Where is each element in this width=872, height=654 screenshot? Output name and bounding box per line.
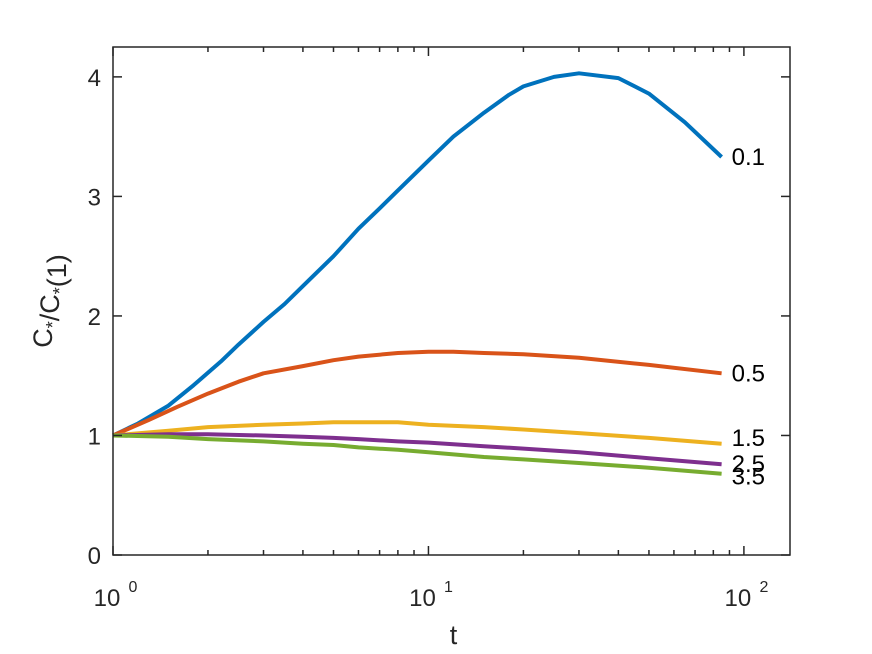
- x-tick-label: 10: [725, 585, 752, 612]
- series-label-3: 1.5: [732, 425, 765, 452]
- series-line-5: [112, 433, 722, 476]
- plot-frame: [112, 46, 791, 556]
- x-axis-label: t: [450, 620, 458, 650]
- series-line-3: [112, 420, 722, 446]
- x-tick-label: 10: [409, 585, 436, 612]
- x-tick-exponent: 2: [759, 579, 768, 596]
- series-labels: 0.1 0.5 1.52.53.5: [732, 144, 765, 491]
- y-tick-label: 4: [88, 65, 101, 92]
- x-axis-ticks: 10 0 10 1 10 2: [94, 47, 768, 612]
- series-label-2: 0.5: [732, 360, 765, 387]
- series-label-5: 3.5: [732, 464, 765, 491]
- y-tick-label: 2: [88, 304, 101, 331]
- series-line-1: [112, 71, 723, 438]
- x-tick-exponent: 1: [444, 579, 453, 596]
- series-label-1: 0.1: [732, 144, 765, 171]
- y-tick-label: 1: [88, 423, 101, 450]
- y-axis-label: C*/C*(1): [28, 254, 72, 348]
- series-label-4: 2.5: [732, 451, 765, 478]
- x-tick-label: 10: [94, 585, 121, 612]
- series-line-2: [112, 349, 722, 438]
- series-line-4: [112, 432, 722, 467]
- y-tick-label: 0: [88, 543, 101, 570]
- y-tick-label: 3: [88, 184, 101, 211]
- x-tick-exponent: 0: [129, 579, 138, 596]
- y-axis-ticks: 0 1 2 3 4: [88, 65, 790, 570]
- y-axis-label-group: C*/C*(1): [28, 254, 72, 348]
- series-layer: [112, 71, 723, 476]
